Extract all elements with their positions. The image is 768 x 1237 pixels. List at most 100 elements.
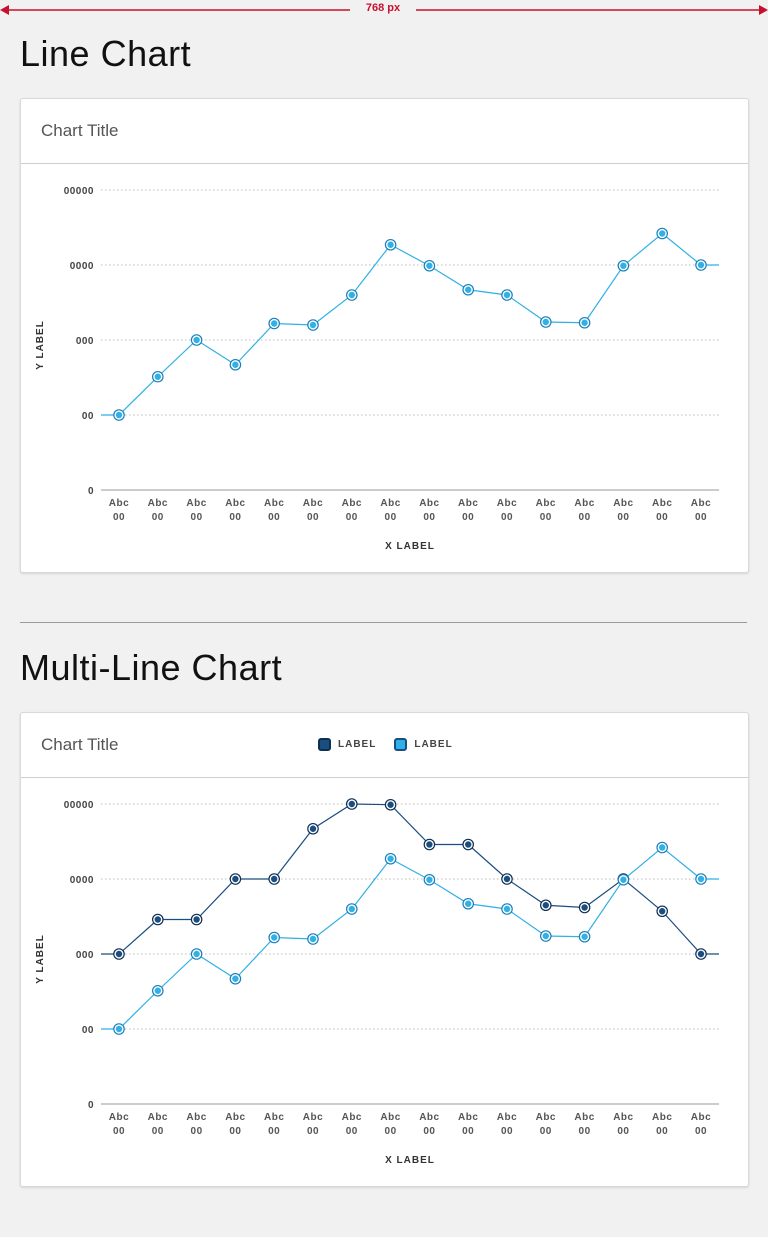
x-tick-label: Abc 00: [613, 498, 633, 523]
data-point-core-dark: [503, 875, 511, 883]
legend-label: LABEL: [414, 739, 453, 750]
data-point-core-dark: [697, 950, 705, 958]
data-point-core-light: [387, 855, 394, 862]
card-header: Chart Title: [21, 99, 748, 164]
legend-item-dark[interactable]: LABEL: [318, 738, 376, 751]
y-tick-label: 0000: [70, 875, 94, 886]
chart-legend: LABEL LABEL: [318, 738, 453, 751]
data-point-core-dark: [465, 841, 472, 848]
x-tick-label: Abc 00: [497, 498, 517, 523]
data-point-core-dark: [348, 800, 355, 808]
data-point-core-dark: [193, 916, 200, 923]
y-tick-label: 0: [88, 1100, 94, 1111]
x-tick-label: Abc 00: [186, 498, 206, 523]
x-tick-label: Abc 00: [109, 1112, 129, 1137]
data-point-core-light: [309, 321, 317, 329]
data-point-core-light: [115, 411, 123, 419]
data-point-core-light: [620, 876, 627, 883]
section-heading-multi-line-chart: Multi-Line Chart: [20, 647, 283, 688]
data-point-core-light: [542, 318, 549, 326]
data-point-core-light: [348, 291, 355, 299]
x-tick-label: Abc 00: [264, 1112, 284, 1137]
ruler-label: 768 px: [350, 2, 416, 14]
data-point-core-light: [659, 844, 666, 851]
x-tick-label: Abc 00: [574, 498, 594, 523]
x-tick-label: Abc 00: [342, 1112, 362, 1137]
x-tick-label: Abc 00: [497, 1112, 517, 1137]
data-point-core-light: [309, 935, 317, 943]
x-tick-label: Abc 00: [148, 1112, 168, 1137]
data-point-core-light: [115, 1025, 123, 1033]
data-point-core-dark: [659, 908, 666, 915]
x-axis-label: X LABEL: [385, 1155, 435, 1166]
x-tick-label: Abc 00: [303, 498, 323, 523]
data-point-core-light: [348, 905, 355, 913]
x-tick-label: Abc 00: [691, 1112, 711, 1137]
x-tick-label: Abc 00: [303, 1112, 323, 1137]
data-point-core-dark: [154, 916, 161, 923]
data-point-core-light: [193, 336, 200, 344]
series-line-light: [101, 232, 719, 416]
section-heading-line-chart: Line Chart: [20, 33, 192, 74]
x-tick-label: Abc 00: [380, 498, 400, 523]
legend-swatch-dark: [318, 738, 331, 751]
data-point-core-light: [697, 261, 705, 269]
card-header: Chart Title LABEL LABEL: [21, 713, 748, 778]
x-tick-label: Abc 00: [652, 498, 672, 523]
data-point-core-dark: [271, 875, 278, 883]
section-divider: [20, 622, 747, 623]
chart-title: Chart Title: [41, 121, 119, 140]
data-point-core-light: [232, 975, 239, 982]
data-point-core-dark: [387, 801, 394, 808]
chart-title: Chart Title: [41, 735, 119, 754]
data-point-core-dark: [581, 904, 588, 911]
width-ruler: 768 px: [0, 0, 768, 20]
x-tick-label: Abc 00: [419, 1112, 439, 1137]
y-tick-label: 00000: [64, 800, 94, 811]
data-point-core-light: [193, 950, 200, 958]
data-point-core-light: [659, 230, 666, 237]
data-point-core-light: [426, 262, 433, 269]
data-point-core-light: [581, 319, 588, 326]
data-point-core-dark: [542, 902, 549, 909]
y-tick-label: 00: [82, 1025, 94, 1036]
x-tick-label: Abc 00: [458, 1112, 478, 1137]
x-tick-label: Abc 00: [148, 498, 168, 523]
y-tick-label: 000: [76, 950, 94, 961]
legend-item-light[interactable]: LABEL: [394, 738, 452, 751]
data-point-core-light: [581, 933, 588, 940]
x-tick-label: Abc 00: [458, 498, 478, 523]
x-tick-label: Abc 00: [380, 1112, 400, 1137]
data-point-core-dark: [115, 950, 123, 958]
y-tick-label: 0: [88, 486, 94, 497]
data-point-core-dark: [232, 875, 239, 883]
x-tick-label: Abc 00: [186, 1112, 206, 1137]
data-point-core-light: [465, 900, 472, 907]
x-tick-label: Abc 00: [574, 1112, 594, 1137]
y-tick-label: 00000: [64, 186, 94, 197]
data-point-core-light: [503, 905, 511, 913]
x-tick-label: Abc 00: [264, 498, 284, 523]
multi-line-chart-card: Chart Title LABEL LABEL 0 00 000 0000 00000 A…: [20, 712, 749, 1187]
y-axis-label: Y LABEL: [35, 934, 46, 984]
data-point-core-light: [620, 262, 627, 269]
x-tick-label: Abc 00: [225, 498, 245, 523]
data-point-core-dark: [309, 825, 317, 832]
series-line-light: [101, 846, 719, 1030]
data-point-core-light: [465, 286, 472, 293]
legend-label: LABEL: [338, 739, 377, 750]
x-axis-label: X LABEL: [385, 541, 435, 552]
data-point-core-light: [154, 373, 161, 380]
data-point-core-light: [271, 934, 278, 941]
line-chart-card: Chart Title 0 00 000 0000 00000 Abc 00 Abc 00 Abc…: [20, 98, 749, 573]
data-point-core-light: [154, 987, 161, 994]
x-tick-label: Abc 00: [109, 498, 129, 523]
series-line-dark: [101, 803, 719, 955]
y-axis-label: Y LABEL: [35, 320, 46, 370]
x-tick-label: Abc 00: [691, 498, 711, 523]
x-tick-label: Abc 00: [536, 498, 556, 523]
x-tick-label: Abc 00: [225, 1112, 245, 1137]
y-tick-label: 000: [76, 336, 94, 347]
data-point-core-light: [232, 361, 239, 368]
